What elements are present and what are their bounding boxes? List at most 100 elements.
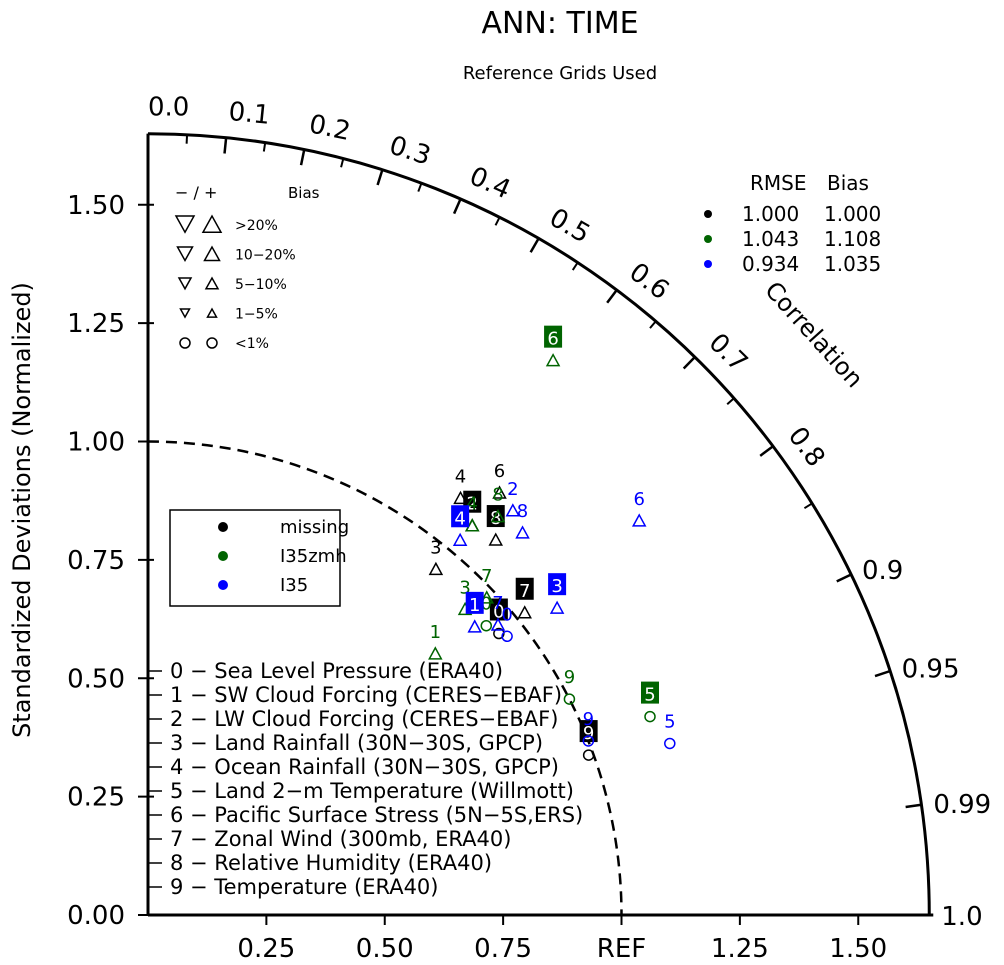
point-label: 0 xyxy=(481,594,492,615)
triangle-up-icon xyxy=(204,276,220,290)
point-marker-triangle xyxy=(490,617,506,631)
point-marker-triangle xyxy=(479,590,495,604)
point-label: 7 xyxy=(519,581,530,602)
point-marker-triangle xyxy=(545,353,561,367)
point-marker-triangle xyxy=(505,503,521,517)
chart-title: ANN: TIME xyxy=(481,6,638,41)
corr-outer-label: 0.99 xyxy=(933,790,991,820)
point-label: 6 xyxy=(547,329,558,350)
corr-minor-tick xyxy=(726,397,735,405)
point-label: 7 xyxy=(481,566,492,587)
x-tick-label: 1.25 xyxy=(711,934,769,964)
x-tick-label: 0.50 xyxy=(356,934,414,964)
point-marker-triangle xyxy=(452,532,468,547)
corr-tick-label: 0.4 xyxy=(465,161,515,205)
point-label: 7 xyxy=(492,593,503,614)
series-dot xyxy=(218,551,228,561)
series-legend-box xyxy=(169,509,341,607)
corr-outer-label: 0.95 xyxy=(902,654,960,684)
point-label: 3 xyxy=(430,537,441,558)
variable-entry: 3 − Land Rainfall (30N−30S, GPCP) xyxy=(170,731,543,755)
point-marker-circle xyxy=(664,737,676,750)
variable-entry: 9 − Temperature (ERA40) xyxy=(170,875,439,899)
point-label: 8 xyxy=(492,485,503,506)
point-label-box xyxy=(451,505,470,528)
series-dot xyxy=(704,235,712,243)
bias-legend-row: 10−20% xyxy=(235,248,296,264)
chart-subtitle: Reference Grids Used xyxy=(463,63,657,84)
corr-tick-label: 0.2 xyxy=(306,109,353,147)
point-marker-triangle xyxy=(631,513,647,527)
corr-tick-mark xyxy=(376,169,384,186)
point-label: 6 xyxy=(633,489,644,510)
point-marker-triangle xyxy=(492,485,507,499)
bias-legend-signs: − / + xyxy=(175,183,217,202)
point-marker-circle xyxy=(563,693,576,705)
triangle-up-icon xyxy=(203,245,221,262)
point-label: 3 xyxy=(551,576,562,597)
series-name: missing xyxy=(280,517,349,538)
corr-minor-tick xyxy=(571,261,579,271)
series-dot xyxy=(704,260,712,268)
point-marker-triangle xyxy=(467,619,482,633)
circle-icon xyxy=(206,337,218,349)
point-marker-triangle xyxy=(517,605,532,619)
x-tick-label: 0.25 xyxy=(237,934,295,964)
corr-tick-mark xyxy=(223,137,228,154)
bias-legend-row: 1−5% xyxy=(235,307,278,323)
point-label: 1 xyxy=(469,595,480,616)
variable-entry: 4 − Ocean Rainfall (30N−30S, GPCP) xyxy=(170,755,559,779)
point-marker-triangle xyxy=(464,518,480,532)
triangle-up-icon xyxy=(206,307,218,318)
point-label: 5 xyxy=(644,685,655,706)
triangle-down-icon xyxy=(177,277,193,291)
series-dot xyxy=(218,580,228,590)
point-marker-circle xyxy=(582,735,595,747)
point-label-box xyxy=(515,577,534,600)
corr-minor-tick xyxy=(803,502,813,510)
series-name: I35 xyxy=(280,575,308,596)
rmse-value: 1.000 xyxy=(742,202,799,226)
series-name: I35zmh xyxy=(280,546,347,567)
corr-tick-label: 0.6 xyxy=(623,257,674,306)
rmse-value: 0.934 xyxy=(742,252,799,276)
bias-value: 1.035 xyxy=(824,252,881,276)
outer-arc xyxy=(147,132,931,916)
corr-minor-tick xyxy=(417,182,423,192)
point-label-box xyxy=(579,720,598,743)
rmse-bias-header: Bias xyxy=(827,171,869,195)
point-label: 9 xyxy=(564,667,575,688)
x-tick-label: 1.50 xyxy=(829,934,887,964)
y-tick-label: 0.50 xyxy=(67,664,125,694)
point-marker-circle xyxy=(644,710,656,723)
corr-tick-mark xyxy=(606,289,618,304)
point-label-box xyxy=(548,573,567,596)
corr-tick-label: 0.3 xyxy=(386,131,434,172)
point-label-box xyxy=(465,591,484,614)
variable-entry: 0 − Sea Level Pressure (ERA40) xyxy=(170,659,503,683)
corr-minor-tick xyxy=(340,158,345,168)
y-tick-label: 1.00 xyxy=(67,428,125,458)
corr-tick-mark xyxy=(299,149,306,166)
triangle-up-icon xyxy=(201,214,223,233)
corr-tick-label: 0.8 xyxy=(782,422,831,473)
corr-minor-tick xyxy=(262,142,267,152)
variable-entry: 1 − SW Cloud Forcing (CERES−EBAF) xyxy=(170,683,562,707)
variable-entry: 7 − Zonal Wind (300mb, ERA40) xyxy=(170,827,511,851)
series-dot xyxy=(704,210,712,218)
point-marker-circle xyxy=(480,619,493,632)
triangle-down-icon xyxy=(179,308,191,319)
point-label-box xyxy=(544,325,563,348)
point-label: 4 xyxy=(454,508,465,529)
bias-legend-header: Bias xyxy=(288,184,320,202)
bias-legend-row: >20% xyxy=(235,218,278,234)
y-tick-label: 0.75 xyxy=(67,546,125,576)
corr-tick-label: 0.5 xyxy=(544,203,595,250)
point-label: 0 xyxy=(501,604,512,625)
point-label: 4 xyxy=(467,494,478,515)
x-tick-label: 0.75 xyxy=(474,934,532,964)
point-marker-triangle xyxy=(428,561,444,576)
bias-legend-row: <1% xyxy=(235,336,269,352)
point-label: 5 xyxy=(664,711,675,732)
